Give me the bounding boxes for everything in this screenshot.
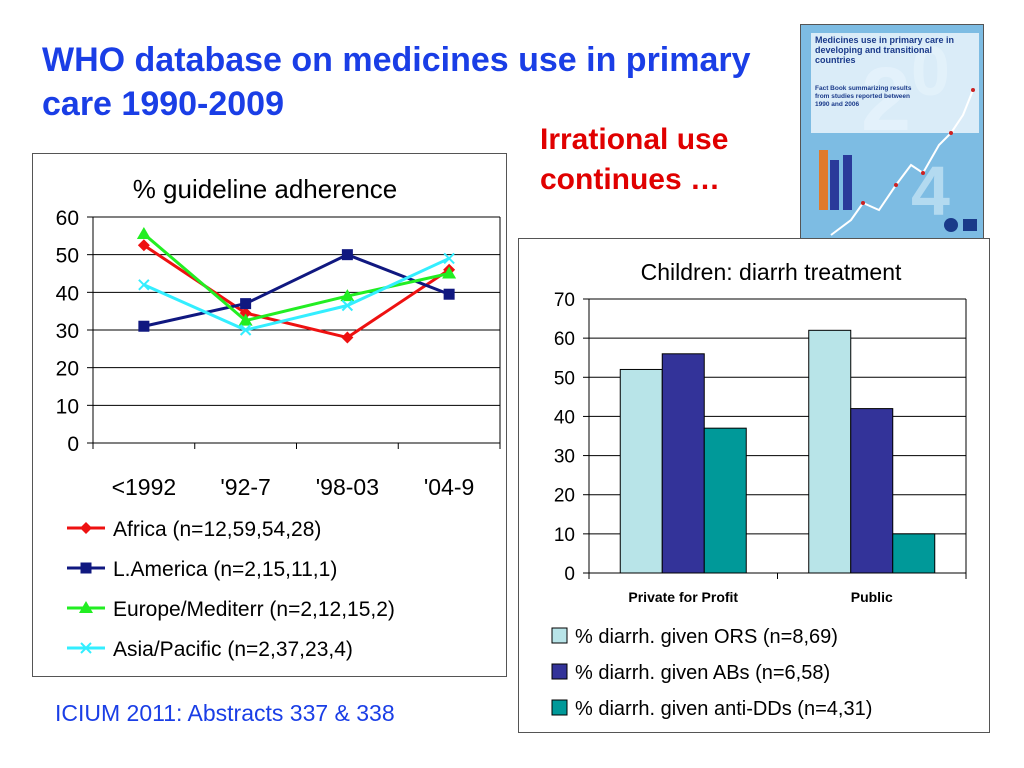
y-tick-label: 30 [554,447,575,468]
callout-text: Irrational use continues … [540,123,729,196]
data-point [138,279,150,291]
y-tick-label: 70 [554,290,575,311]
guideline-adherence-chart: % guideline adherence 0 10 20 30 40 50 60 <199… [56,174,501,661]
data-point [239,324,252,336]
y-tick-label: 60 [56,207,79,230]
data-point [341,331,354,344]
data-point [341,249,353,261]
chart-title: Children: diarrh treatment [641,259,902,285]
data-point [443,252,455,265]
data-point [239,307,252,320]
legend-swatch [551,699,568,716]
bar [619,368,663,574]
legend-marker [79,601,93,613]
diarrhea-treatment-chart: Children: diarrh treatment 0 10 20 30 40 50 60… [551,259,967,720]
svg-text:4: 4 [911,152,950,230]
x-tick-label: Public [851,589,893,605]
y-tick-label: 20 [554,486,575,507]
y-tick-label: 10 [554,525,575,546]
data-point [443,288,455,300]
data-point [442,266,457,279]
footer-citation: ICIUM 2011: Abstracts 337 & 338 [55,700,395,726]
data-point [238,313,253,326]
fact-book-cover-image: 2 0 4 Medicines use in primary care in d… [800,24,984,241]
y-tick-label: 0 [67,433,79,456]
legend-marker [80,522,92,534]
series-line [143,253,450,328]
legend-label: % diarrh. given anti-DDs (n=4,31) [575,698,872,720]
series-line [142,232,450,323]
bar [850,408,894,574]
bar [808,329,852,574]
legend-label: Africa (n=12,59,54,28) [113,518,321,541]
bar-chart-panel: Children: diarrh treatment 0 10 20 30 40 50 60… [518,238,990,733]
y-tick-label: 30 [56,320,79,343]
y-tick-label: 40 [554,407,575,428]
x-tick-label: <1992 [112,474,177,500]
y-tick-label: 10 [56,395,79,418]
data-point [341,299,354,312]
bar [703,427,747,574]
chart-title: % guideline adherence [133,174,398,204]
data-point [340,289,355,302]
legend-swatch [551,663,568,680]
cover-subtitle: Fact Book summarizing results from studi… [815,85,912,108]
y-tick-label: 20 [56,358,79,381]
legend-label: L.America (n=2,15,11,1) [113,558,337,581]
y-tick-label: 0 [564,564,575,585]
slide-title: WHO database on medicines use in primary… [42,41,751,123]
legend-marker [80,642,92,654]
legend-swatch [551,627,568,644]
x-tick-label: '98-03 [316,474,379,500]
legend-label: Asia/Pacific (n=2,37,23,4) [113,638,353,661]
legend-marker [80,562,92,574]
data-point [136,226,151,239]
y-tick-label: 40 [56,282,79,305]
cover-title: Medicines use in primary care in develop… [815,35,955,65]
legend-label: % diarrh. given ORS (n=8,69) [575,626,838,648]
legend-label: Europe/Mediterr (n=2,12,15,2) [113,598,395,621]
series-line [143,257,450,332]
y-tick-label: 50 [554,368,575,389]
x-tick-label: Private for Profit [628,589,738,605]
bar [892,533,936,574]
data-point [137,239,150,252]
x-tick-label: '04-9 [424,474,474,500]
series-line [143,244,450,340]
legend-label: % diarrh. given ABs (n=6,58) [575,662,830,684]
data-point [240,298,252,310]
data-point [138,320,150,332]
y-tick-label: 60 [554,329,575,350]
line-chart-panel: % guideline adherence 0 10 20 30 40 50 60 <199… [32,153,507,677]
x-tick-label: '92-7 [220,474,270,500]
bar [661,353,705,574]
y-tick-label: 50 [56,245,79,268]
